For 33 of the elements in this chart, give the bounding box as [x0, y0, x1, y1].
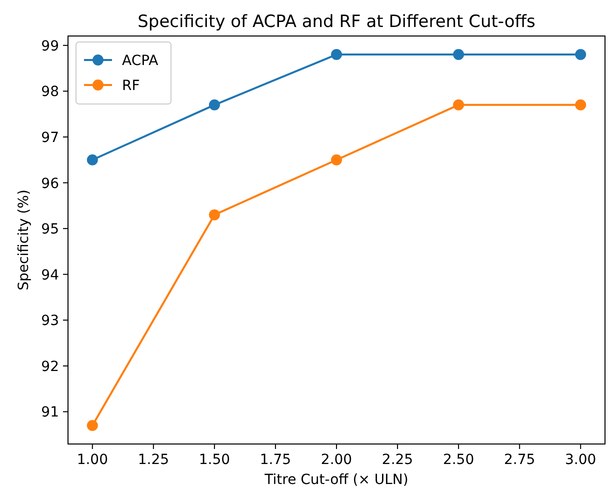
- y-tick-label: 97: [41, 130, 59, 146]
- x-tick-label: 2.25: [382, 452, 414, 468]
- x-tick-label: 1.75: [260, 452, 292, 468]
- point: [86, 420, 98, 431]
- point: [453, 49, 464, 60]
- y-tick-label: 92: [41, 358, 59, 375]
- point: [575, 99, 586, 110]
- point: [453, 99, 464, 110]
- legend-label: RF: [122, 78, 140, 94]
- y-tick-label: 96: [41, 176, 60, 192]
- y-tick-label: 93: [41, 313, 59, 330]
- point: [331, 154, 342, 166]
- y-tick-label: 99: [41, 38, 59, 54]
- x-tick-label: 1.00: [76, 452, 108, 468]
- y-tick-label: 95: [41, 222, 59, 238]
- point: [208, 99, 220, 110]
- x-tick-label: 2.00: [320, 452, 352, 468]
- point: [331, 49, 342, 60]
- y-tick-label: 94: [41, 267, 60, 284]
- x-tick-label: 3.00: [565, 452, 596, 468]
- y-tick-label: 91: [41, 404, 59, 421]
- x-tick-label: 1.25: [138, 452, 170, 468]
- x-tick-label: 1.50: [198, 452, 230, 468]
- point: [208, 209, 220, 220]
- y-tick-label: 98: [41, 84, 59, 100]
- x-axis-title: Titre Cut-off (× ULN): [264, 472, 408, 488]
- x-tick-label: 2.75: [504, 452, 536, 468]
- point: [575, 49, 586, 60]
- y-axis-title: Specificity (%): [16, 190, 32, 290]
- legend-label: ACPA: [122, 53, 159, 69]
- x-tick-label: 2.50: [442, 452, 474, 468]
- point: [86, 154, 98, 166]
- chart-title: Specificity of ACPA and RF at Different Cut-offs: [138, 12, 536, 32]
